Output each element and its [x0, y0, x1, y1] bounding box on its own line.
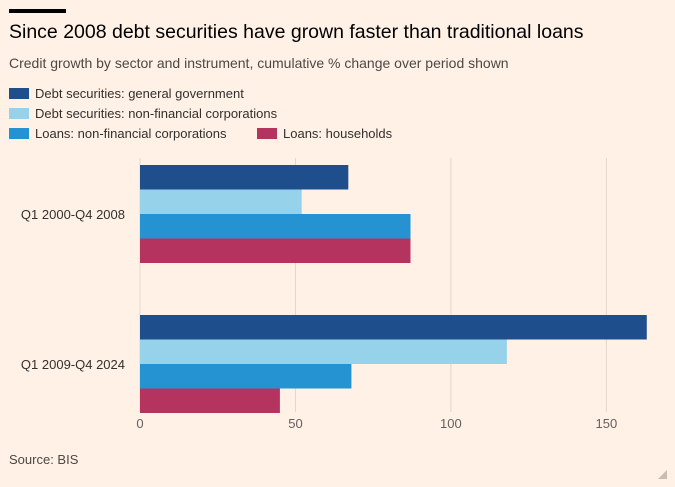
bar-1-1	[140, 339, 507, 364]
legend-label-gov-debt: Debt securities: general government	[35, 86, 244, 101]
bar-0-1	[140, 189, 302, 214]
source-note: Source: BIS	[9, 452, 79, 467]
bar-0-2	[140, 214, 411, 239]
resize-corner-icon	[658, 470, 667, 479]
legend-item-corp-debt: Debt securities: non-financial corporati…	[9, 106, 277, 121]
x-tick-label-1: 50	[288, 416, 302, 431]
legend-swatch-gov-debt	[9, 88, 29, 99]
x-tick-label-3: 150	[596, 416, 618, 431]
legend-label-corp-loans: Loans: non-financial corporations	[35, 126, 227, 141]
chart-subtitle: Credit growth by sector and instrument, …	[9, 55, 509, 71]
chart-title: Since 2008 debt securities have grown fa…	[9, 21, 584, 43]
legend-item-household-loans: Loans: households	[257, 126, 392, 141]
bar-1-0	[140, 315, 647, 340]
category-label-0: Q1 2000-Q4 2008	[21, 207, 125, 222]
legend-label-household-loans: Loans: households	[283, 126, 393, 141]
x-tick-label-0: 0	[136, 416, 143, 431]
bar-0-0	[140, 165, 349, 190]
top-accent-bar	[9, 9, 66, 13]
bar-1-2	[140, 364, 352, 389]
legend-label-corp-debt: Debt securities: non-financial corporati…	[35, 106, 278, 121]
legend-item-corp-loans: Loans: non-financial corporations	[9, 126, 227, 141]
x-tick-label-2: 100	[440, 416, 462, 431]
bar-0-3	[140, 238, 411, 263]
legend-swatch-corp-debt	[9, 108, 29, 119]
legend-swatch-household-loans	[257, 128, 277, 139]
legend-swatch-corp-loans	[9, 128, 29, 139]
bar-1-3	[140, 388, 280, 413]
legend-item-gov-debt: Debt securities: general government	[9, 86, 244, 101]
category-label-1: Q1 2009-Q4 2024	[21, 357, 125, 372]
